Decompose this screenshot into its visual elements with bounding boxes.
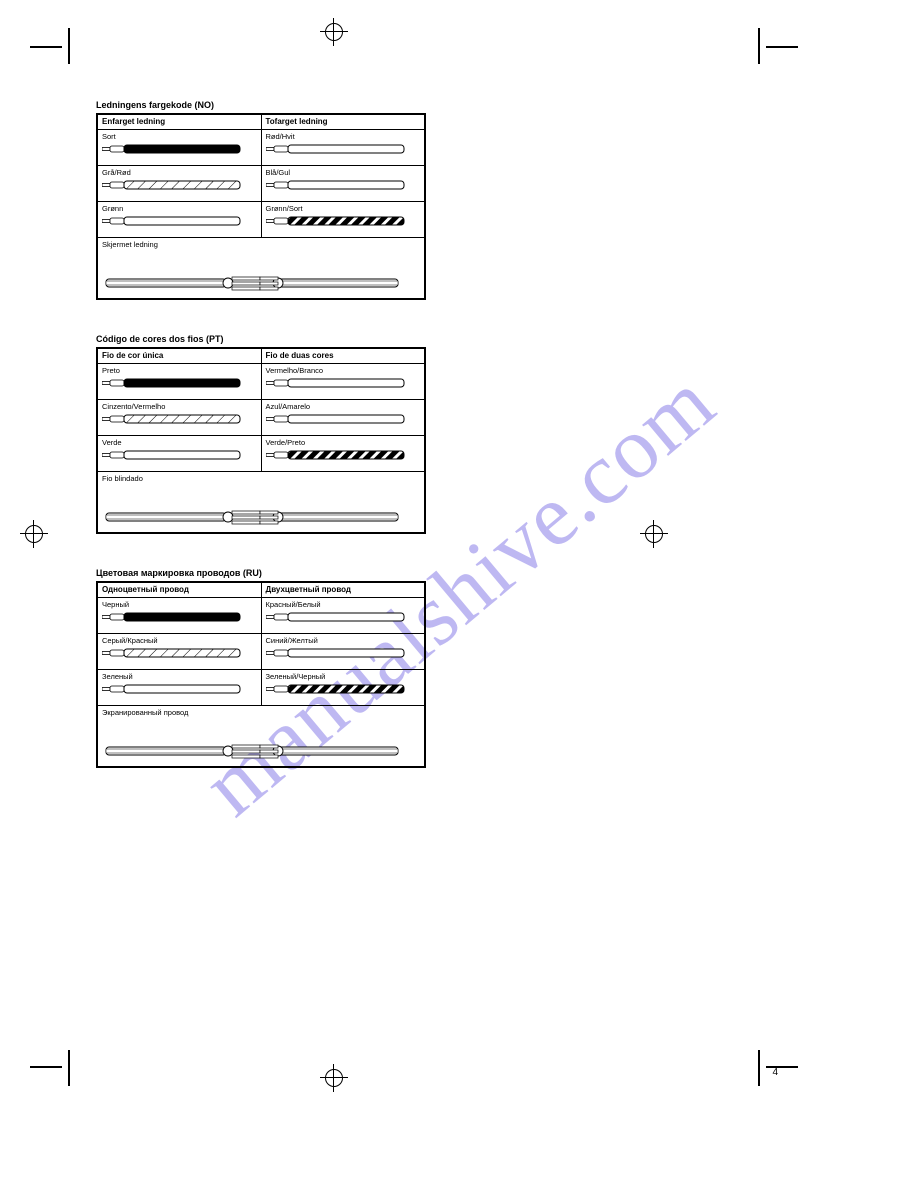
- wire-illustration: [102, 377, 242, 389]
- wire-illustration: [102, 611, 242, 623]
- wire-illustration: [266, 611, 406, 623]
- wire-illustration: [102, 647, 242, 659]
- wire-table: Enfarget ledningTofarget ledning Sort Rød…: [96, 113, 426, 300]
- wire-illustration: [266, 413, 406, 425]
- registration-mark: [20, 520, 48, 548]
- wire-label: Красный/Белый: [266, 600, 421, 609]
- wire-color-section: Código de cores dos fios (PT) Fio de cor …: [96, 334, 426, 534]
- table-header-right: Tofarget ledning: [261, 114, 425, 130]
- shielded-wire-cell: Экранированный провод: [97, 706, 425, 768]
- wire-cell: Красный/Белый: [261, 598, 425, 634]
- wire-cell: Серый/Красный: [97, 634, 261, 670]
- wire-illustration: [266, 683, 406, 695]
- wire-cell: Verde/Preto: [261, 436, 425, 472]
- wire-cell: Зеленый: [97, 670, 261, 706]
- section-title: Ledningens fargekode (NO): [96, 100, 426, 110]
- wire-label: Grå/Rød: [102, 168, 257, 177]
- wire-cell: Azul/Amarelo: [261, 400, 425, 436]
- wire-illustration: [266, 215, 406, 227]
- crop-mark: [30, 1066, 62, 1068]
- wire-cell: Vermelho/Branco: [261, 364, 425, 400]
- wire-cell: Синий/Желтый: [261, 634, 425, 670]
- wire-illustration: [266, 143, 406, 155]
- wire-illustration: [102, 179, 242, 191]
- wire-cell: Verde: [97, 436, 261, 472]
- wire-label: Sort: [102, 132, 257, 141]
- wire-color-section: Ledningens fargekode (NO) Enfarget lednin…: [96, 100, 426, 300]
- wire-label: Черный: [102, 600, 257, 609]
- wire-label: Blå/Gul: [266, 168, 421, 177]
- wire-label: Синий/Желтый: [266, 636, 421, 645]
- crop-mark: [68, 1050, 70, 1086]
- wire-label: Fio blindado: [102, 474, 420, 483]
- wire-label: Серый/Красный: [102, 636, 257, 645]
- table-header-left: Fio de cor única: [97, 348, 261, 364]
- shielded-wire-illustration: [102, 485, 402, 529]
- table-header-left: Enfarget ledning: [97, 114, 261, 130]
- wire-label: Verde: [102, 438, 257, 447]
- wire-label: Preto: [102, 366, 257, 375]
- wire-color-section: Цветовая маркировка проводов (RU) Одноцве…: [96, 568, 426, 768]
- wire-cell: Blå/Gul: [261, 166, 425, 202]
- shielded-wire-illustration: [102, 719, 402, 763]
- wire-table: Одноцветный проводДвухцветный провод Черн…: [96, 581, 426, 768]
- wire-cell: Sort: [97, 130, 261, 166]
- wire-label: Vermelho/Branco: [266, 366, 421, 375]
- wire-illustration: [266, 449, 406, 461]
- registration-mark: [640, 520, 668, 548]
- wire-label: Cinzento/Vermelho: [102, 402, 257, 411]
- wire-illustration: [266, 377, 406, 389]
- wire-cell: Grønn: [97, 202, 261, 238]
- wire-illustration: [102, 449, 242, 461]
- wire-illustration: [266, 179, 406, 191]
- wire-label: Skjermet ledning: [102, 240, 420, 249]
- registration-mark: [320, 18, 348, 46]
- shielded-wire-illustration: [102, 251, 402, 295]
- wire-cell: Зеленый/Черный: [261, 670, 425, 706]
- wire-label: Rød/Hvit: [266, 132, 421, 141]
- section-title: Цветовая маркировка проводов (RU): [96, 568, 426, 578]
- crop-mark: [766, 46, 798, 48]
- shielded-wire-cell: Skjermet ledning: [97, 238, 425, 300]
- wire-cell: Preto: [97, 364, 261, 400]
- wire-cell: Grå/Rød: [97, 166, 261, 202]
- crop-mark: [758, 1050, 760, 1086]
- wire-illustration: [102, 683, 242, 695]
- wire-illustration: [102, 215, 242, 227]
- shielded-wire-cell: Fio blindado: [97, 472, 425, 534]
- wire-label: Verde/Preto: [266, 438, 421, 447]
- wire-table: Fio de cor únicaFio de duas cores Preto V…: [96, 347, 426, 534]
- table-header-right: Fio de duas cores: [261, 348, 425, 364]
- wire-cell: Rød/Hvit: [261, 130, 425, 166]
- wire-cell: Черный: [97, 598, 261, 634]
- table-header-right: Двухцветный провод: [261, 582, 425, 598]
- crop-mark: [766, 1066, 798, 1068]
- crop-mark: [68, 28, 70, 64]
- section-title: Código de cores dos fios (PT): [96, 334, 426, 344]
- wire-illustration: [102, 143, 242, 155]
- wire-label: Экранированный провод: [102, 708, 420, 717]
- page-content: Ledningens fargekode (NO) Enfarget lednin…: [96, 100, 426, 802]
- wire-illustration: [266, 647, 406, 659]
- wire-illustration: [102, 413, 242, 425]
- wire-label: Зеленый: [102, 672, 257, 681]
- table-header-left: Одноцветный провод: [97, 582, 261, 598]
- wire-label: Azul/Amarelo: [266, 402, 421, 411]
- wire-label: Grønn: [102, 204, 257, 213]
- crop-mark: [30, 46, 62, 48]
- crop-mark: [758, 28, 760, 64]
- wire-label: Grønn/Sort: [266, 204, 421, 213]
- wire-cell: Cinzento/Vermelho: [97, 400, 261, 436]
- wire-cell: Grønn/Sort: [261, 202, 425, 238]
- registration-mark: [320, 1064, 348, 1092]
- wire-label: Зеленый/Черный: [266, 672, 421, 681]
- page-number: 4: [772, 1067, 778, 1078]
